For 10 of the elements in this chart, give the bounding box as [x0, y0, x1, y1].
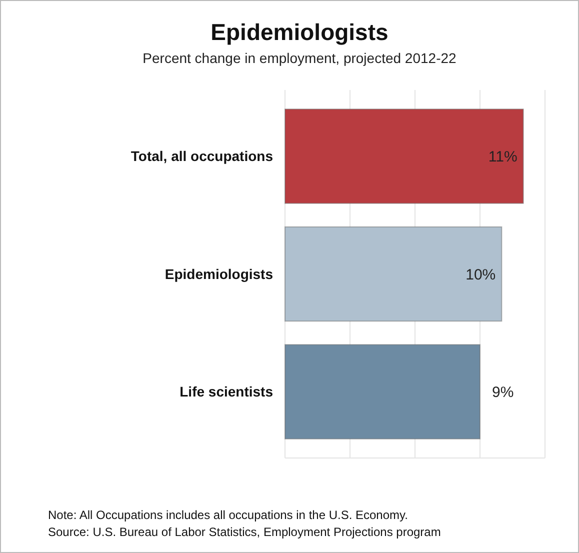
- source-note: Source: U.S. Bureau of Labor Statistics, Employment Projections program: [48, 525, 441, 539]
- text: Note: All Occupations includes all occupations in the U.S. Economy.: [48, 508, 408, 522]
- y-tick-label: Epidemiologists: [164, 266, 274, 282]
- data-label: 9%: [492, 384, 514, 402]
- y-tick-label: Total, all occupations: [130, 148, 274, 164]
- chart-subtitle: Percent change in employment, projected 2012-22: [142, 50, 457, 66]
- chart-title: Epidemiologists: [210, 19, 388, 45]
- data-label: 10%: [466, 266, 496, 284]
- data-label: 11%: [488, 148, 518, 166]
- y-tick-label: Life scientists: [180, 384, 274, 400]
